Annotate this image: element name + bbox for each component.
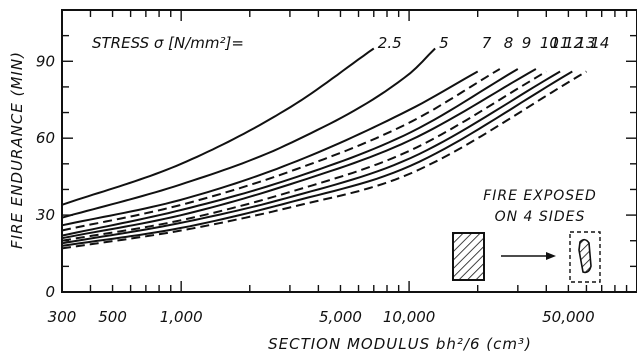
- y-tick-label: 0: [45, 283, 55, 301]
- curve-stress-2-5: [61, 47, 375, 206]
- curve-label-13: 13: [576, 34, 595, 52]
- x-tick-label: 300: [48, 308, 77, 326]
- x-tick-label: 5,000: [319, 308, 362, 326]
- curve-stress-7: [61, 70, 479, 227]
- x-tick-label: 10,000: [383, 308, 436, 326]
- x-tick-label: 1,000: [160, 308, 203, 326]
- curve-stress-11: [61, 70, 547, 242]
- curve-label-7: 7: [482, 34, 492, 52]
- curve-stress-13: [61, 70, 573, 247]
- curve-label-2-5: 2.5: [378, 34, 402, 52]
- curve-label-10: 10: [540, 34, 559, 52]
- arrow-head: [546, 252, 556, 260]
- x-tick-label: 50,000: [542, 308, 595, 326]
- curve-label-11: 11: [550, 34, 569, 52]
- curve-stress-14: [61, 70, 587, 250]
- original-section-diagram: [452, 232, 485, 281]
- y-tick-label: 60: [36, 129, 55, 147]
- x-tick-label: 500: [98, 308, 127, 326]
- x-axis-title: SECTION MODULUS bh²/6 (cm³): [268, 335, 532, 353]
- curve-stress-9: [61, 68, 519, 237]
- annotation-line-1: FIRE EXPOSED: [483, 188, 597, 204]
- curve-label-8: 8: [504, 34, 514, 52]
- curve-label-5: 5: [439, 34, 449, 52]
- ticks-layer: [61, 10, 637, 292]
- curve-stress-8: [61, 68, 501, 232]
- y-tick-label: 90: [36, 52, 55, 70]
- curves-layer: [61, 47, 587, 250]
- stress-legend-title: STRESS σ [N/mm²]=: [92, 34, 244, 52]
- curve-stress-12: [61, 70, 561, 245]
- burned-section-outline: [569, 231, 601, 283]
- tick-labels-layer: 300 500 1,000 5,000 10,000 50,000 0 30 60 90: [36, 52, 595, 326]
- curve-stress-5: [61, 47, 436, 219]
- y-tick-label: 30: [36, 206, 55, 224]
- curve-stress-10: [61, 68, 537, 240]
- annotation-line-2: ON 4 SIDES: [495, 209, 586, 225]
- curve-label-12: 12: [564, 34, 583, 52]
- plot-frame: [61, 9, 637, 293]
- residual-section-diagram: [578, 238, 592, 274]
- y-axis-title: FIRE ENDURANCE (MIN): [8, 51, 26, 249]
- curve-label-14: 14: [590, 34, 609, 52]
- curve-label-9: 9: [522, 34, 532, 52]
